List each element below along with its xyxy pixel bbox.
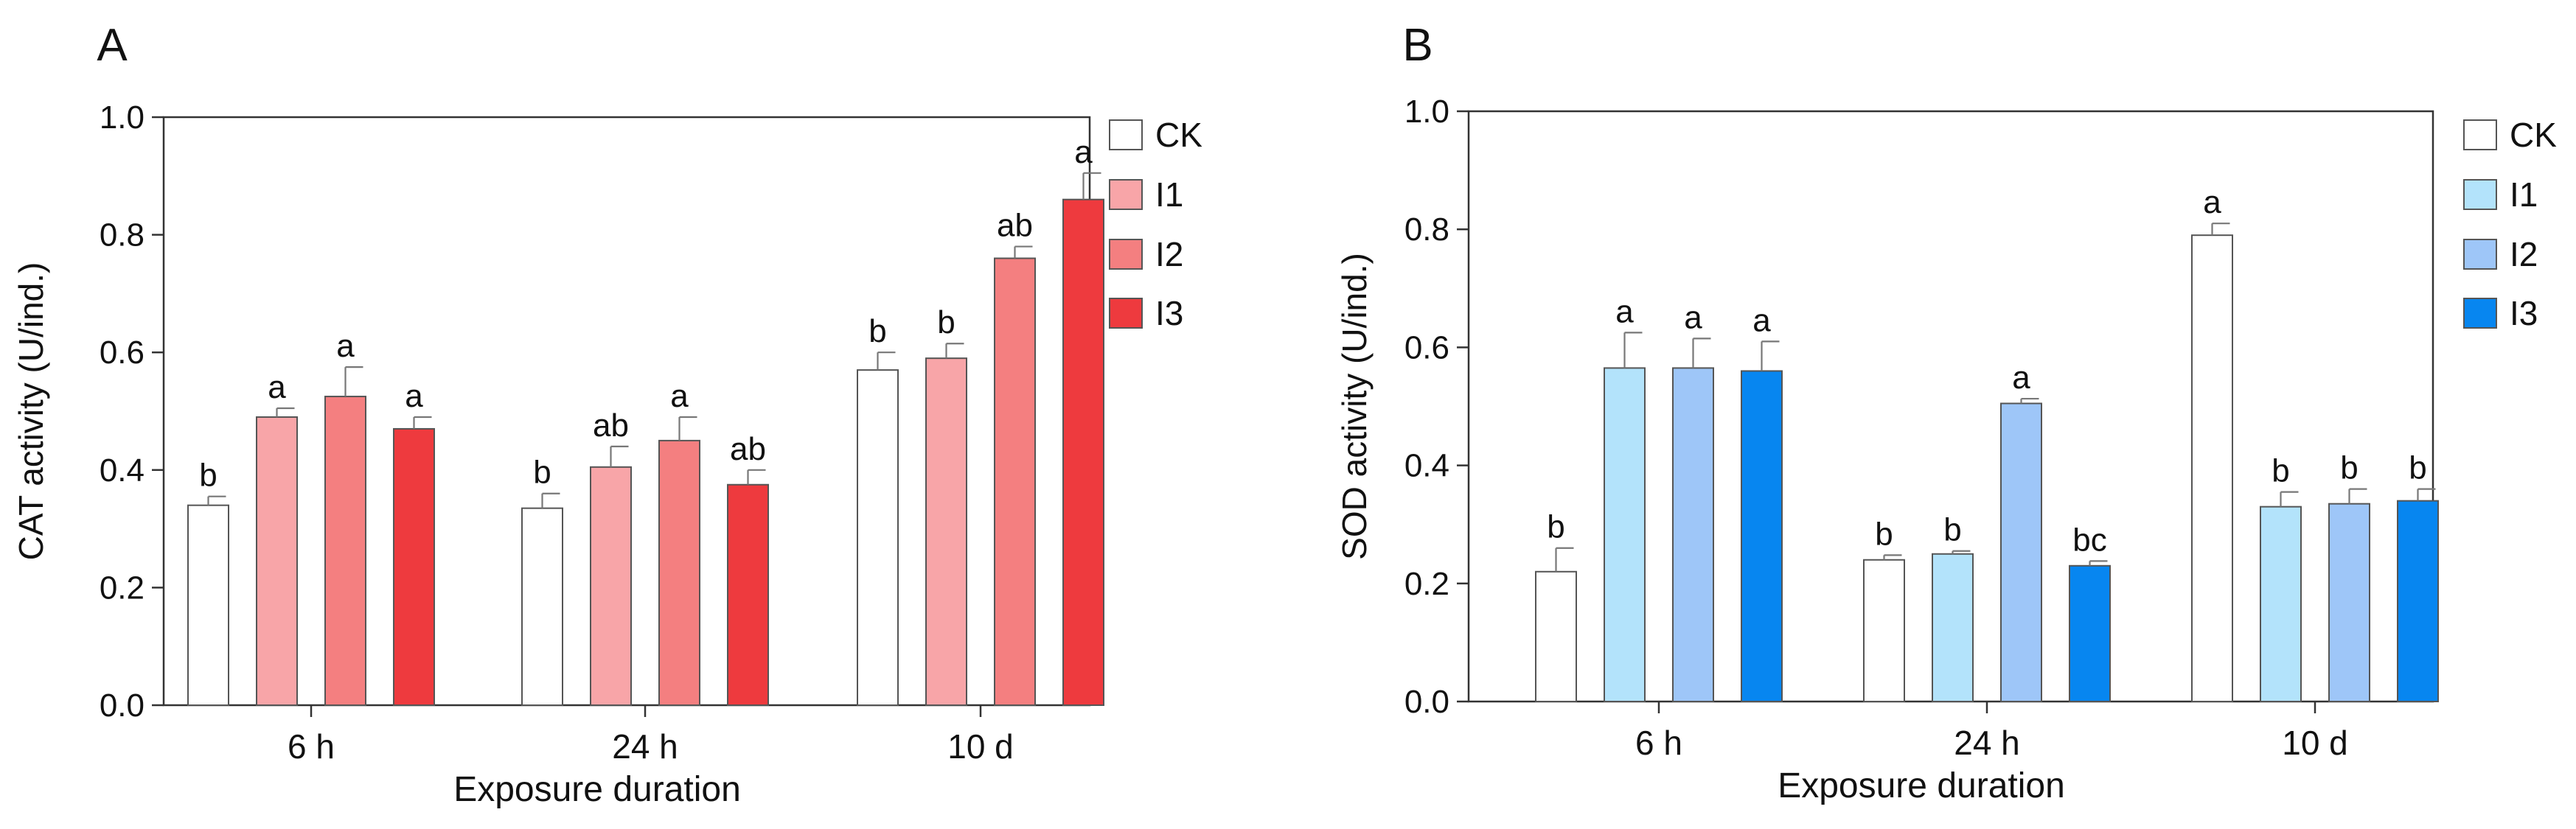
significance-letter: b — [868, 313, 886, 349]
legend-label-i1: I1 — [1155, 175, 1183, 214]
y-tick-label: 0.8 — [100, 217, 145, 253]
significance-letter: b — [1875, 516, 1893, 552]
significance-letter: ab — [730, 431, 766, 467]
legend-swatch-i2 — [2463, 239, 2497, 270]
bar-i2 — [1672, 367, 1714, 702]
legend-swatch-i1 — [2463, 179, 2497, 210]
bar-ck — [1535, 570, 1577, 703]
legend-swatch-i2 — [1109, 239, 1143, 270]
bar-i1 — [925, 357, 967, 706]
significance-letter: a — [1615, 293, 1634, 329]
bar-i1 — [256, 416, 298, 706]
bar-i2 — [324, 396, 366, 706]
legend-swatch-i3 — [1109, 298, 1143, 329]
legend-swatch-ck — [1109, 119, 1143, 150]
bar-ck — [857, 369, 899, 706]
y-tick-label: 0.2 — [100, 570, 145, 606]
y-tick-label: 1.0 — [1404, 94, 1449, 130]
legend-label-i1: I1 — [2510, 175, 2538, 214]
significance-letter: a — [268, 369, 286, 405]
x-tick-label: 6 h — [1635, 724, 1682, 762]
significance-letter: a — [2203, 184, 2221, 220]
bar-i3 — [1062, 198, 1104, 707]
bar-i3 — [1741, 370, 1783, 702]
panel-b: B 0.0 0.2 0.4 0.6 0.8 1.0 SOD activity (U/ind.)… — [1335, 20, 2557, 805]
x-axis-label: Exposure duration — [1778, 766, 2065, 805]
y-axis-label: SOD activity (U/ind.) — [1335, 253, 1374, 560]
legend-swatch-ck — [2463, 119, 2497, 150]
bar-ck — [1863, 559, 1905, 703]
significance-letter: bc — [2072, 522, 2106, 558]
y-tick-label: 0.4 — [1404, 448, 1449, 484]
bar-i1 — [590, 466, 632, 706]
y-tick-label: 0.8 — [1404, 211, 1449, 248]
significance-letter: ab — [997, 208, 1033, 244]
bar-i3 — [727, 483, 769, 706]
y-tick-label: 0.6 — [100, 335, 145, 371]
significance-letter: a — [2012, 360, 2030, 396]
significance-letter: b — [2340, 450, 2358, 486]
bar-ck — [187, 504, 229, 706]
bar-ck — [521, 507, 563, 706]
bar-i1 — [2260, 506, 2302, 702]
x-tick-label: 10 d — [2282, 724, 2348, 762]
legend-label-i2: I2 — [1155, 235, 1183, 273]
y-tick-label: 0.2 — [1404, 566, 1449, 602]
significance-letter: a — [1074, 134, 1093, 170]
significance-letter: a — [336, 328, 355, 364]
significance-letter: b — [2409, 450, 2426, 486]
legend-label-i3: I3 — [1155, 294, 1183, 332]
legend-label-ck: CK — [1155, 116, 1202, 154]
x-axis-label: Exposure duration — [453, 770, 741, 809]
significance-letter: b — [533, 455, 551, 491]
y-tick-label: 0.4 — [100, 452, 145, 489]
significance-letter: b — [1943, 512, 1961, 548]
significance-letter: a — [670, 378, 689, 414]
bar-i2 — [994, 257, 1036, 706]
significance-letter: a — [1752, 302, 1771, 338]
y-tick-label: 1.0 — [100, 99, 145, 136]
significance-letter: a — [405, 378, 423, 414]
x-tick-label: 10 d — [947, 727, 1014, 766]
legend-swatch-i1 — [1109, 179, 1143, 210]
significance-letter: b — [199, 458, 217, 494]
bar-i3 — [2069, 564, 2111, 703]
legend-label-i3: I3 — [2510, 294, 2538, 332]
x-tick-label: 24 h — [1954, 724, 2020, 762]
y-tick-label: 0.0 — [100, 688, 145, 724]
bar-i3 — [393, 427, 435, 706]
legend: CK I1 I2 I3 — [2463, 116, 2557, 332]
legend-label-ck: CK — [2510, 116, 2557, 154]
legend-label-i2: I2 — [2510, 235, 2538, 273]
bar-i2 — [658, 439, 700, 707]
bar-i2 — [2000, 402, 2042, 702]
legend-swatch-i3 — [2463, 298, 2497, 329]
bar-ck — [2191, 234, 2233, 702]
panel-label: A — [97, 20, 128, 71]
bar-i2 — [2328, 503, 2370, 702]
significance-letter: b — [937, 304, 955, 340]
panel-label: B — [1402, 20, 1433, 71]
significance-letter: ab — [593, 407, 629, 444]
y-tick-label: 0.0 — [1404, 684, 1449, 720]
panel-a: A 0.0 0.2 0.4 0.6 0.8 1.0 CAT activity (U/ind.)… — [12, 20, 1202, 809]
significance-letter: a — [1684, 299, 1702, 335]
significance-letter: b — [2272, 453, 2289, 489]
legend: CK I1 I2 I3 — [1109, 116, 1202, 332]
significance-letter: b — [1547, 509, 1564, 545]
y-tick-label: 0.6 — [1404, 329, 1449, 365]
y-axis-label: CAT activity (U/ind.) — [12, 262, 50, 561]
bar-i1 — [1604, 367, 1646, 702]
bar-i1 — [1932, 553, 1974, 702]
x-tick-label: 6 h — [288, 727, 335, 766]
x-tick-label: 24 h — [612, 727, 678, 766]
bar-i3 — [2397, 500, 2439, 702]
